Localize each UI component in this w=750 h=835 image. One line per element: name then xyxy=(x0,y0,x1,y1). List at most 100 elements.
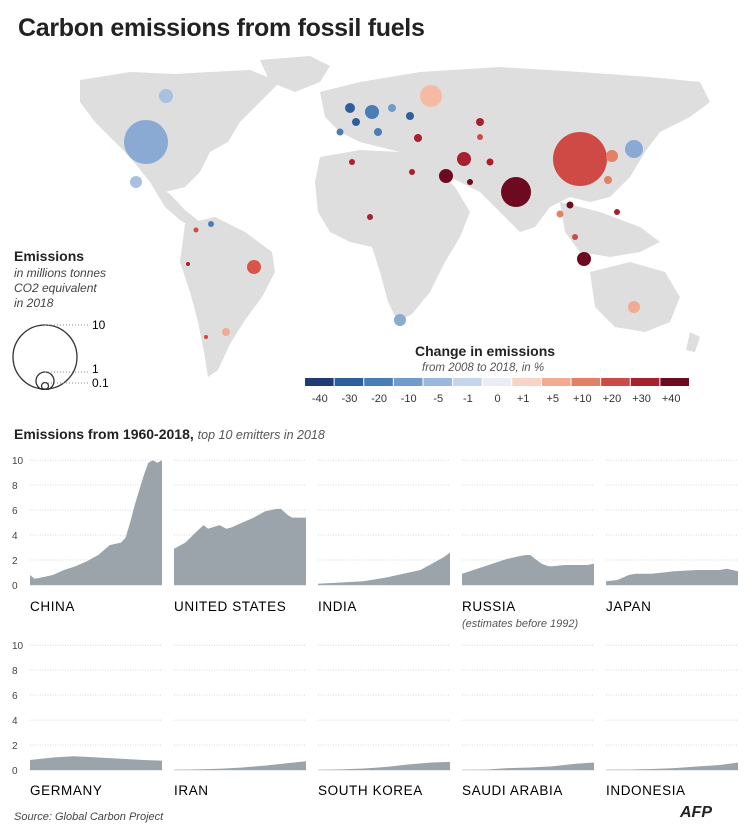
color-label: -10 xyxy=(401,393,417,405)
land-south-america xyxy=(180,217,275,377)
bubble-kazakhstan xyxy=(476,118,484,126)
small-multiples-title: Emissions from 1960-2018, top 10 emitter… xyxy=(14,426,325,442)
series-label: SOUTH KOREA xyxy=(318,783,423,798)
color-label: -1 xyxy=(463,393,473,405)
color-label: -40 xyxy=(312,393,328,405)
color-label: -5 xyxy=(433,393,443,405)
bubble-spain xyxy=(336,128,344,136)
bubble-indonesia xyxy=(577,252,591,266)
bubble-south-africa xyxy=(394,314,406,326)
color-swatch xyxy=(334,378,364,386)
series-label: JAPAN xyxy=(606,599,652,614)
series-note: (estimates before 1992) xyxy=(462,618,579,630)
series-area xyxy=(318,552,450,585)
series-label: RUSSIA xyxy=(462,599,516,614)
bubble-algeria xyxy=(349,159,355,165)
series-label: IRAN xyxy=(174,783,209,798)
bubble-colombia xyxy=(193,227,199,233)
small-multiples: CHINA UNITED STATES INDIA RUSSIA (estimates … xyxy=(12,456,738,798)
bubble-argentina xyxy=(222,328,230,336)
series-area xyxy=(318,761,450,770)
color-label: +40 xyxy=(662,393,681,405)
bubble-india xyxy=(501,177,531,207)
y-tick-label: 2 xyxy=(12,741,18,752)
panel: CHINA xyxy=(30,459,162,614)
bubble-usa xyxy=(124,120,168,164)
color-legend-subtitle: from 2008 to 2018, in % xyxy=(422,362,545,374)
series-label: GERMANY xyxy=(30,783,102,798)
bubble-peru xyxy=(186,262,190,266)
bubble-nigeria xyxy=(367,214,373,220)
land-new-zealand xyxy=(686,332,700,352)
bubble-turkey xyxy=(414,134,422,142)
series-area xyxy=(174,761,306,770)
panel: INDONESIA xyxy=(606,644,738,798)
y-tick-label: 10 xyxy=(12,641,24,652)
color-swatch xyxy=(305,378,334,386)
bubble-chile xyxy=(204,335,208,339)
color-swatch xyxy=(453,378,482,386)
bubble-ukraine xyxy=(406,112,414,120)
color-label: +20 xyxy=(603,393,622,405)
bubble-uk xyxy=(345,103,355,113)
size-legend-subtitle-1: in millions tonnes xyxy=(14,266,107,280)
size-circle-10 xyxy=(12,324,78,390)
series-area xyxy=(606,762,738,770)
bubble-uae xyxy=(467,179,473,185)
size-label-1: 1 xyxy=(92,362,99,376)
color-label: +1 xyxy=(517,393,530,405)
world-map xyxy=(80,56,710,377)
color-swatch xyxy=(482,378,512,386)
land-masses xyxy=(80,56,710,377)
bubble-pakistan xyxy=(486,158,494,166)
land-southeast-asia xyxy=(560,202,660,257)
source-note: Source: Global Carbon Project xyxy=(14,811,164,823)
bubble-iran xyxy=(457,152,471,166)
land-north-america xyxy=(80,70,280,192)
size-legend-subtitle-2: CO2 equivalent xyxy=(14,281,97,295)
panel: GERMANY xyxy=(30,644,162,798)
y-tick-label: 10 xyxy=(12,456,24,467)
chart-title: Carbon emissions from fossil fuels xyxy=(18,14,425,42)
bubble-russia xyxy=(420,85,442,107)
color-label: +30 xyxy=(632,393,651,405)
size-circle-1 xyxy=(35,371,55,390)
bubble-philippines xyxy=(614,209,620,215)
panel: SAUDI ARABIA xyxy=(462,644,594,798)
series-area xyxy=(30,460,162,585)
color-swatch xyxy=(512,378,541,386)
small-multiples-title-main: Emissions from 1960-2018, xyxy=(14,426,194,442)
y-tick-label: 6 xyxy=(12,506,18,517)
afp-logo: AFP xyxy=(680,804,712,821)
color-swatch xyxy=(423,378,453,386)
series-area xyxy=(30,756,162,770)
bubble-malaysia xyxy=(572,234,578,240)
y-tick-label: 6 xyxy=(12,691,18,702)
color-label: 0 xyxy=(494,393,500,405)
bubble-egypt xyxy=(409,169,415,175)
y-tick-label: 0 xyxy=(12,766,18,777)
bubble-mexico xyxy=(130,176,142,188)
panel: IRAN xyxy=(174,644,306,798)
bubble-canada xyxy=(159,89,173,103)
color-swatch xyxy=(393,378,423,386)
color-swatch xyxy=(541,378,571,386)
y-tick-label: 4 xyxy=(12,716,18,727)
bubble-venezuela xyxy=(208,221,214,227)
series-area xyxy=(606,568,738,585)
series-label: INDIA xyxy=(318,599,357,614)
color-swatch xyxy=(660,378,689,386)
bubble-germany xyxy=(365,105,379,119)
bubble-australia xyxy=(628,301,640,313)
series-label: CHINA xyxy=(30,599,75,614)
color-scale: -40 -30 -20 -10 -5 -1 0 +1 +5 +10 +20 +30 +40 xyxy=(305,378,689,405)
series-area xyxy=(174,508,306,585)
bubble-france xyxy=(352,118,360,126)
bubble-south-korea xyxy=(606,150,618,162)
series-label: SAUDI ARABIA xyxy=(462,783,563,798)
y-tick-label: 8 xyxy=(12,481,18,492)
size-legend: 10 1 0.1 xyxy=(12,318,109,390)
bubble-thailand xyxy=(556,210,564,218)
y-tick-label: 4 xyxy=(12,531,18,542)
bubble-japan xyxy=(625,140,643,158)
